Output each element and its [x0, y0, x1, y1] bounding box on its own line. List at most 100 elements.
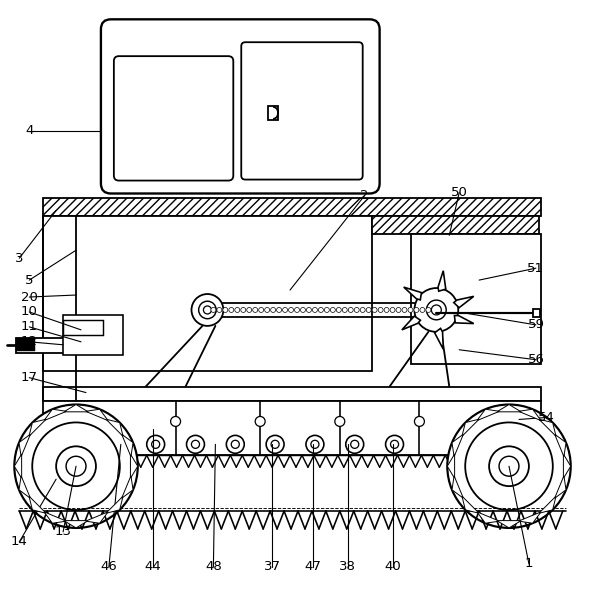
- Circle shape: [258, 308, 264, 313]
- Polygon shape: [519, 409, 541, 421]
- Polygon shape: [555, 434, 566, 457]
- Circle shape: [252, 308, 258, 313]
- Circle shape: [231, 441, 239, 448]
- Polygon shape: [435, 328, 443, 349]
- Polygon shape: [452, 434, 463, 457]
- Text: 38: 38: [339, 560, 356, 573]
- Circle shape: [191, 441, 200, 448]
- Polygon shape: [452, 476, 463, 498]
- Polygon shape: [29, 419, 46, 436]
- Bar: [63, 315, 123, 355]
- Circle shape: [32, 423, 120, 510]
- Bar: [372, 216, 539, 234]
- Circle shape: [499, 456, 519, 476]
- Polygon shape: [462, 496, 479, 513]
- Circle shape: [312, 308, 317, 313]
- Circle shape: [14, 404, 138, 528]
- Polygon shape: [122, 434, 133, 457]
- Text: 54: 54: [538, 411, 555, 424]
- Text: 12: 12: [21, 335, 38, 349]
- Circle shape: [151, 441, 160, 448]
- Bar: [63, 320, 103, 335]
- Circle shape: [311, 441, 319, 448]
- Polygon shape: [462, 419, 479, 436]
- Circle shape: [318, 308, 323, 313]
- Text: 46: 46: [100, 560, 117, 573]
- Circle shape: [346, 435, 364, 453]
- Circle shape: [330, 308, 336, 313]
- Polygon shape: [539, 496, 556, 513]
- Text: 20: 20: [21, 290, 37, 304]
- Bar: [16, 338, 96, 353]
- Polygon shape: [64, 520, 88, 528]
- Text: 51: 51: [527, 261, 544, 275]
- Polygon shape: [106, 419, 123, 436]
- Polygon shape: [497, 520, 521, 528]
- Circle shape: [431, 305, 441, 315]
- Circle shape: [324, 308, 329, 313]
- Bar: [43, 400, 541, 456]
- Bar: [43, 386, 541, 400]
- Text: 5: 5: [25, 273, 33, 287]
- Polygon shape: [19, 476, 30, 498]
- Polygon shape: [19, 434, 30, 457]
- Circle shape: [187, 435, 204, 453]
- Bar: [16, 338, 34, 350]
- Circle shape: [295, 308, 299, 313]
- Text: 11: 11: [21, 320, 38, 334]
- Circle shape: [170, 416, 181, 426]
- Circle shape: [414, 308, 419, 313]
- Circle shape: [420, 308, 425, 313]
- Circle shape: [265, 308, 270, 313]
- Circle shape: [283, 308, 287, 313]
- Text: 4: 4: [25, 124, 33, 137]
- Polygon shape: [29, 496, 46, 513]
- Circle shape: [342, 308, 347, 313]
- Text: 47: 47: [305, 560, 321, 573]
- Circle shape: [203, 306, 211, 314]
- FancyBboxPatch shape: [241, 42, 363, 180]
- Circle shape: [255, 416, 265, 426]
- Circle shape: [266, 435, 284, 453]
- Circle shape: [372, 308, 377, 313]
- Circle shape: [360, 308, 365, 313]
- Polygon shape: [122, 476, 133, 498]
- Circle shape: [384, 308, 389, 313]
- Polygon shape: [477, 409, 500, 421]
- Bar: [43, 198, 541, 216]
- Polygon shape: [438, 270, 446, 291]
- Circle shape: [348, 308, 353, 313]
- Circle shape: [354, 308, 359, 313]
- Circle shape: [223, 308, 228, 313]
- Bar: [43, 216, 372, 371]
- Polygon shape: [402, 316, 421, 330]
- Polygon shape: [404, 287, 421, 300]
- Circle shape: [390, 308, 395, 313]
- Circle shape: [198, 301, 216, 319]
- Circle shape: [465, 423, 553, 510]
- Circle shape: [447, 404, 571, 528]
- Circle shape: [235, 308, 240, 313]
- Polygon shape: [497, 404, 521, 412]
- Polygon shape: [106, 496, 123, 513]
- Polygon shape: [131, 454, 138, 478]
- Text: 1: 1: [525, 557, 533, 570]
- Circle shape: [241, 308, 246, 313]
- Text: 59: 59: [527, 319, 544, 331]
- Circle shape: [56, 447, 96, 486]
- Circle shape: [386, 435, 403, 453]
- Polygon shape: [86, 409, 108, 421]
- Polygon shape: [519, 512, 541, 523]
- Circle shape: [426, 300, 446, 320]
- Text: 14: 14: [11, 535, 28, 548]
- Circle shape: [402, 308, 407, 313]
- Text: 3: 3: [15, 252, 24, 264]
- Circle shape: [229, 308, 234, 313]
- Circle shape: [217, 308, 222, 313]
- Text: 48: 48: [205, 560, 222, 573]
- Polygon shape: [44, 512, 67, 523]
- Circle shape: [147, 435, 165, 453]
- Circle shape: [306, 435, 324, 453]
- Circle shape: [408, 308, 413, 313]
- FancyBboxPatch shape: [114, 56, 233, 180]
